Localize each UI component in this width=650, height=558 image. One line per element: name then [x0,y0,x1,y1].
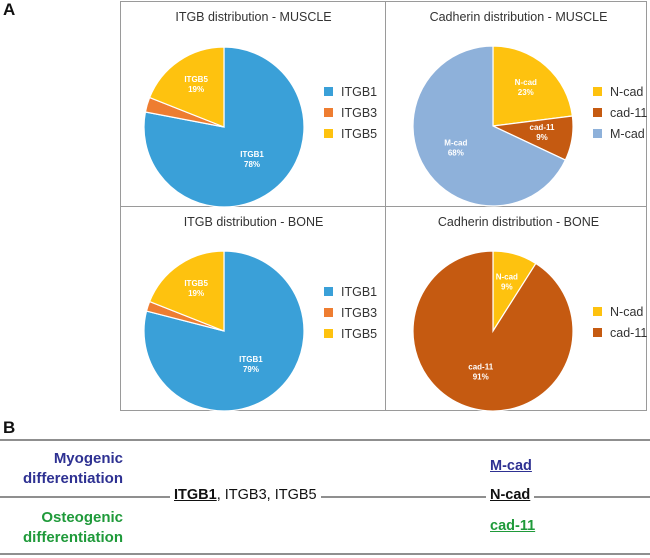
data-label-itgb1: ITGB1 79% [239,355,263,374]
panel-a-letter: A [3,0,16,19]
legend-swatch [324,87,333,96]
data-label-cad-11: cad-11 91% [468,362,493,381]
legend-label: ITGB3 [341,305,378,320]
legend-swatch [324,108,333,117]
legend-label: ITGB5 [341,326,378,341]
data-label-m-cad: M-cad 68% [444,139,467,158]
chart-title: Cadherin distribution - BONE [437,215,600,229]
legend-label: N-cad [610,304,644,319]
legend-item-itgb3: ITGB3 [324,102,377,123]
divider-bottom [0,553,650,555]
pie-svg: ITGB1 79% ITGB5 19% [143,250,305,412]
pie-chart-itgb-bone: ITGB distribution - BONE ITGB1 79% ITGB5 19… [121,207,385,412]
ncad-label: N-cad [486,487,535,503]
pie-svg: ITGB1 78% ITGB5 19% [143,46,305,208]
legend-swatch [593,307,602,316]
cad11-label: cad-11 [490,518,536,534]
chart-legend: ITGB1 ITGB3 ITGB5 [324,81,377,144]
pie-slice-m-cad [412,45,567,207]
legend-swatch [324,129,333,138]
pie-slice-n-cad [492,45,574,127]
legend-item-n-cad: N-cad [593,81,647,102]
mcad-label: M-cad [490,458,532,474]
pie-slice-itgb5 [148,250,225,332]
pie-chart-itgb-muscle: ITGB distribution - MUSCLE ITGB1 78% ITGB5… [121,2,385,208]
myogenic-label: Myogenic differentiation [23,450,123,487]
grid-divider-horizontal [121,206,646,207]
data-label-n-cad: N-cad 9% [496,272,518,291]
chart-title: Cadherin distribution - MUSCLE [429,10,608,24]
legend-swatch [324,308,333,317]
legend-label: M-cad [610,126,645,141]
pie-svg: N-cad 23% cad-11 9% M-cad 68% [412,45,574,207]
integrin-list: ITGB1, ITGB3, ITGB5 [170,487,321,503]
osteogenic-label: Osteogenic differentiation [23,509,123,546]
data-label-itgb5: ITGB5 19% [184,279,208,298]
panel-b-letter: B [3,418,16,437]
legend-label: N-cad [610,84,644,99]
pie-chart-cadherin-muscle: Cadherin distribution - MUSCLE N-cad 23% c… [386,2,648,207]
legend-label: ITGB1 [341,284,378,299]
legend-swatch [593,328,602,337]
legend-item-itgb1: ITGB1 [324,281,377,302]
legend-label: ITGB1 [341,84,378,99]
chart-legend: N-cad cad-11 M-cad [593,81,647,144]
chart-legend: N-cad cad-11 [593,301,647,343]
legend-item-cad-11: cad-11 [593,102,647,123]
legend-swatch [324,287,333,296]
chart-title: ITGB distribution - MUSCLE [175,10,332,24]
chart-title: ITGB distribution - BONE [183,215,324,229]
legend-swatch [593,129,602,138]
data-label-itgb5: ITGB5 19% [184,75,208,94]
legend-item-itgb3: ITGB3 [324,302,377,323]
pie-svg: N-cad 9% cad-11 91% [412,250,574,412]
chart-grid: ITGB distribution - MUSCLE ITGB1 78% ITGB5… [120,1,648,412]
pie-slice-cad-11 [412,250,574,412]
legend-label: ITGB5 [341,126,378,141]
divider-top [0,439,650,441]
legend-swatch [593,87,602,96]
legend-swatch [324,329,333,338]
data-label-cad-11: cad-11 9% [530,123,555,142]
data-label-n-cad: N-cad 23% [515,78,537,97]
pie-slice-itgb5 [148,46,225,128]
legend-item-n-cad: N-cad [593,301,647,322]
legend-item-itgb1: ITGB1 [324,81,377,102]
legend-item-m-cad: M-cad [593,123,647,144]
pie-chart-cadherin-bone: Cadherin distribution - BONE N-cad 9% cad-… [386,207,648,412]
chart-legend: ITGB1 ITGB3 ITGB5 [324,281,377,344]
legend-label: cad-11 [610,325,648,340]
legend-label: cad-11 [610,105,648,120]
legend-label: ITGB3 [341,105,378,120]
legend-item-itgb5: ITGB5 [324,323,377,344]
legend-swatch [593,108,602,117]
legend-item-itgb5: ITGB5 [324,123,377,144]
divider-middle [0,496,650,498]
itgb-others: , ITGB3, ITGB5 [216,487,317,503]
data-label-itgb1: ITGB1 78% [240,150,264,169]
legend-item-cad-11: cad-11 [593,322,647,343]
itgb1-emphasis: ITGB1 [174,487,217,503]
